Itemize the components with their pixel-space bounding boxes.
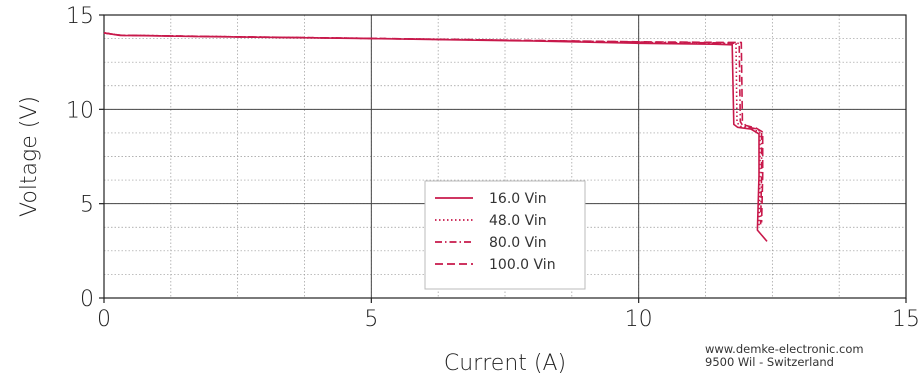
credit-website: www.demke-electronic.com	[705, 342, 864, 356]
x-tick-label: 0	[97, 307, 111, 332]
legend-label-2: 48.0 Vin	[489, 213, 547, 229]
y-tick-label: 10	[66, 98, 94, 123]
credit-location: 9500 Wil - Switzerland	[705, 355, 834, 369]
axis-ticks: 0 5 10 15 0 5 10 15	[66, 4, 920, 332]
x-tick-label: 15	[892, 307, 920, 332]
legend: 16.0 Vin 48.0 Vin 80.0 Vin 100.0 Vin	[424, 180, 586, 290]
series-line-4	[103, 32, 764, 223]
x-tick-label: 5	[364, 307, 378, 332]
y-tick-label: 0	[80, 287, 94, 312]
series-lines	[103, 32, 768, 242]
plot-frame	[103, 14, 907, 299]
legend-label-3: 80.0 Vin	[489, 235, 547, 251]
x-tick-label: 10	[625, 307, 653, 332]
legend-label-1: 16.0 Vin	[489, 191, 547, 207]
legend-box	[424, 180, 586, 290]
legend-label-4: 100.0 Vin	[489, 257, 556, 273]
y-axis-title: Voltage (V)	[17, 96, 42, 217]
y-tick-label: 5	[80, 193, 94, 218]
y-tick-label: 15	[66, 4, 94, 29]
x-axis-title: Current (A)	[444, 351, 566, 376]
